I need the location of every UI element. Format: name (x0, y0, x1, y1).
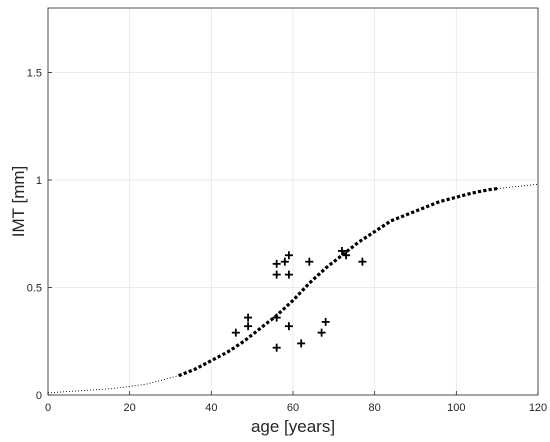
fitted-curve-extrapolation (497, 183, 539, 190)
x-tick-label: 80 (369, 402, 381, 414)
data-point-plus-marker (284, 251, 293, 260)
data-point-plus-marker (244, 313, 253, 322)
data-point-plus-marker (358, 257, 367, 266)
data-point-plus-marker (272, 259, 281, 268)
data-point-plus-marker (272, 343, 281, 352)
x-tick-label: 20 (124, 402, 136, 414)
y-tick-label: 0.5 (27, 283, 42, 295)
y-tick-label: 1 (36, 175, 42, 187)
data-point-plus-marker (305, 257, 314, 266)
data-point-plus-marker (272, 270, 281, 279)
x-tick-label: 120 (529, 402, 547, 414)
axis-ticks: 0 20 40 60 80 100 120 0 0.5 1 1.5 (27, 68, 547, 415)
data-point-plus-marker (321, 317, 330, 326)
data-point-plus-marker (338, 246, 346, 255)
fitted-curve (47, 183, 539, 394)
x-tick-label: 60 (287, 402, 299, 414)
data-points (231, 246, 367, 352)
data-point-plus-marker (297, 339, 306, 348)
data-point-plus-marker (317, 328, 326, 337)
y-tick-label: 1.5 (27, 68, 42, 80)
fitted-curve-data-range (178, 187, 498, 378)
data-point-plus-marker (231, 328, 240, 337)
x-axis-label: age [years] (251, 417, 335, 436)
data-point-plus-marker (244, 322, 253, 331)
data-point-plus-marker (284, 322, 293, 331)
x-tick-label: 0 (45, 402, 51, 414)
grid (47, 8, 539, 396)
data-point-plus-marker (272, 313, 281, 322)
y-axis-label: IMT [mm] (9, 166, 28, 237)
x-tick-label: 40 (205, 402, 217, 414)
y-tick-label: 0 (36, 390, 42, 402)
data-point-plus-marker (342, 251, 351, 260)
data-point-plus-marker (280, 257, 289, 266)
fitted-curve-extrapolation (47, 375, 179, 394)
x-tick-label: 100 (447, 402, 465, 414)
data-point-plus-marker (284, 270, 293, 279)
